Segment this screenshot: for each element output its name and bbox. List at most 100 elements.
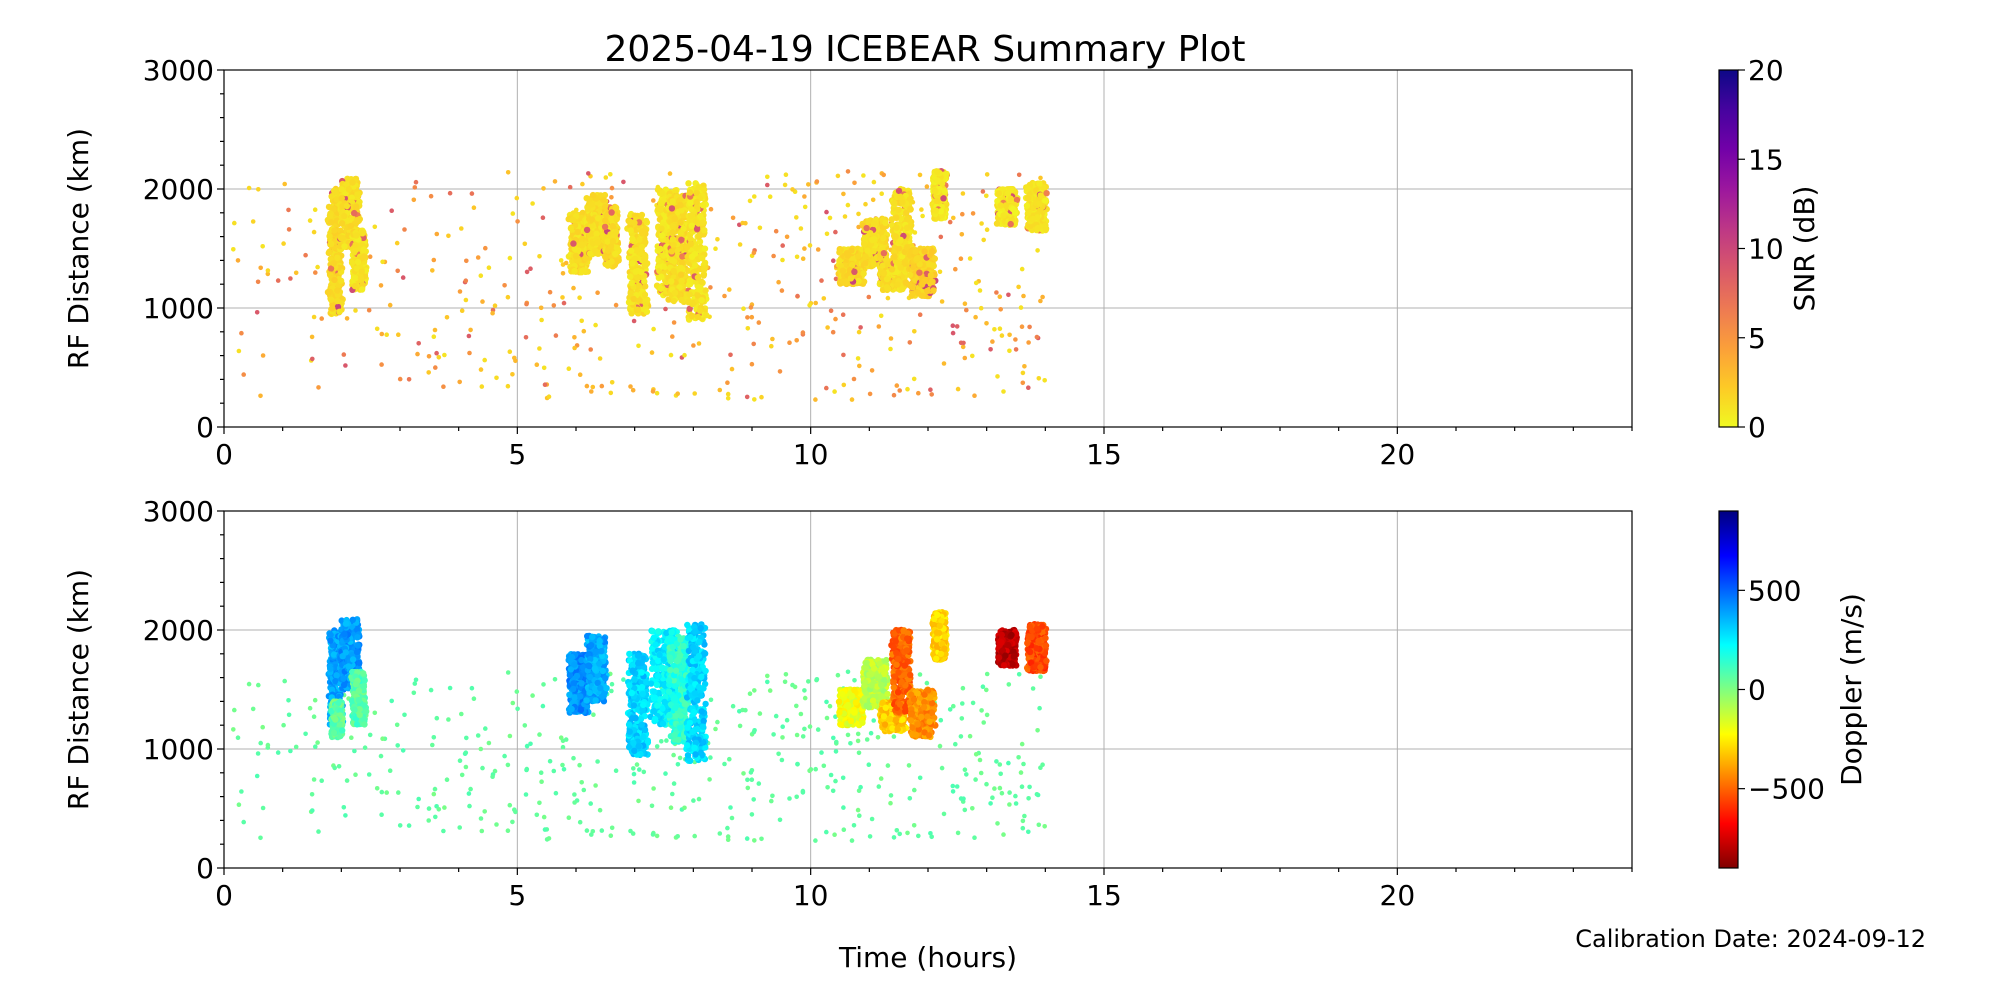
cluster-point — [921, 248, 927, 254]
cluster-point — [695, 274, 701, 280]
cluster-point — [327, 212, 333, 218]
cluster-point — [629, 236, 635, 242]
scatter-point — [345, 316, 350, 321]
scatter-point — [543, 382, 548, 387]
scatter-point — [610, 186, 615, 191]
scatter-point — [559, 258, 564, 263]
cluster-point — [355, 259, 361, 265]
scatter-point — [537, 254, 542, 259]
scatter-point — [241, 372, 246, 377]
scatter-point — [261, 353, 266, 358]
cluster-point — [669, 205, 675, 211]
scatter-point — [537, 346, 542, 351]
scatter-point — [963, 301, 968, 306]
cluster-point — [348, 223, 354, 229]
cluster-point — [590, 192, 596, 198]
cluster-point — [934, 169, 940, 175]
scatter-point — [585, 384, 590, 389]
scatter-point — [833, 230, 838, 235]
scatter-point — [1037, 376, 1042, 381]
cluster-point — [360, 254, 366, 260]
scatter-point — [1000, 333, 1005, 338]
scatter-point — [672, 320, 677, 325]
cluster-point — [328, 265, 334, 271]
cluster-point — [836, 258, 842, 264]
cluster-point — [1008, 196, 1014, 202]
scatter-point — [971, 211, 976, 216]
cluster-point — [702, 246, 708, 252]
cluster-point — [687, 189, 693, 195]
scatter-point — [1020, 324, 1025, 329]
cluster-point — [701, 227, 707, 233]
scatter-point — [508, 256, 513, 261]
scatter-point — [984, 194, 989, 199]
cluster-point — [692, 262, 698, 268]
scatter-point — [368, 254, 373, 259]
scatter-point — [960, 212, 965, 217]
scatter-point — [713, 246, 718, 251]
cluster-point — [699, 220, 705, 226]
scatter-point — [994, 290, 999, 295]
cluster-point — [869, 237, 875, 243]
cluster-point — [689, 301, 695, 307]
scatter-point — [494, 376, 499, 381]
scatter-point — [692, 391, 697, 396]
scatter-point — [255, 310, 260, 315]
scatter-point — [650, 350, 655, 355]
cluster-point — [893, 214, 899, 220]
scatter-point — [785, 235, 790, 240]
scatter-point — [467, 351, 472, 356]
cluster-point — [701, 266, 707, 272]
scatter-point — [542, 366, 547, 371]
cluster-point — [695, 314, 701, 320]
cluster-point — [678, 278, 684, 284]
cluster-point — [1000, 212, 1006, 218]
cluster-point — [671, 298, 677, 304]
cluster-point — [695, 184, 701, 190]
cluster-point — [699, 255, 705, 261]
scatter-point — [752, 194, 757, 199]
cluster-point — [907, 272, 913, 278]
scatter-point — [951, 323, 956, 328]
cluster-point — [658, 226, 664, 232]
scatter-point — [288, 276, 293, 281]
scatter-point — [920, 214, 925, 219]
cluster-point — [933, 208, 939, 214]
scatter-point — [416, 341, 421, 346]
scatter-point — [598, 356, 603, 361]
scatter-point — [490, 311, 495, 316]
scatter-point — [276, 278, 281, 283]
scatter-point — [856, 356, 861, 361]
cluster-point — [349, 179, 355, 185]
scatter-point — [981, 238, 986, 243]
scatter-point — [651, 327, 656, 332]
scatter-point — [636, 344, 641, 349]
scatter-point — [815, 179, 820, 184]
scatter-point — [852, 181, 857, 186]
scatter-point — [437, 355, 442, 360]
scatter-point — [266, 268, 271, 273]
scatter-point — [578, 372, 583, 377]
scatter-point — [985, 227, 990, 232]
scatter-point — [502, 283, 507, 288]
scatter-point — [464, 259, 469, 264]
scatter-point — [825, 232, 830, 237]
scatter-point — [802, 194, 807, 199]
scatter-point — [308, 218, 313, 223]
scatter-point — [380, 260, 385, 265]
cluster-point — [930, 287, 936, 293]
scatter-point — [1027, 325, 1032, 330]
cluster-point — [935, 177, 941, 183]
scatter-point — [759, 395, 764, 400]
scatter-point — [480, 384, 485, 389]
scatter-point — [564, 261, 569, 266]
scatter-point — [979, 221, 984, 226]
scatter-point — [552, 303, 557, 308]
cluster-point — [589, 201, 595, 207]
scatter-point — [342, 352, 347, 357]
cluster-point — [678, 265, 684, 271]
cluster-point — [687, 200, 693, 206]
scatter-point — [787, 340, 792, 345]
cluster-point — [353, 203, 359, 209]
cluster-point — [672, 290, 678, 296]
